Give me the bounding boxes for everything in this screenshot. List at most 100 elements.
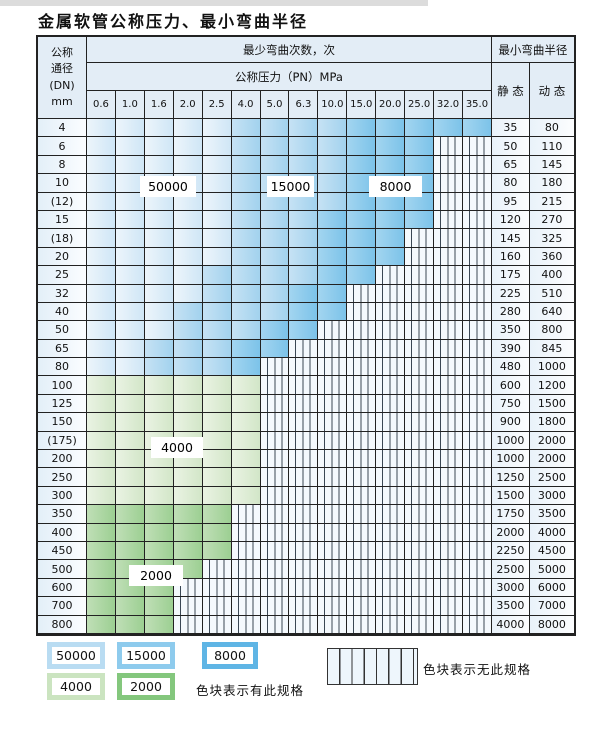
no-spec-cell <box>462 523 492 542</box>
spec-cell-b2 <box>260 192 290 211</box>
no-spec-cell <box>376 505 406 524</box>
no-spec-cell <box>231 615 261 634</box>
spec-cell-g1 <box>231 413 261 432</box>
spec-cell-g2 <box>87 578 116 598</box>
static-radius-cell: 3000 <box>491 578 530 598</box>
no-spec-cell <box>405 431 435 451</box>
spec-cell-b2 <box>318 119 348 138</box>
no-spec-cell <box>462 431 492 451</box>
no-spec-cell <box>462 192 492 211</box>
no-spec-cell <box>318 523 348 542</box>
spec-cell-g1 <box>173 486 203 506</box>
no-spec-cell <box>318 358 348 377</box>
spec-cell-b2 <box>231 302 261 322</box>
static-radius-cell: 1750 <box>491 505 530 524</box>
no-spec-cell <box>318 615 348 634</box>
spec-cell-g1 <box>202 486 232 506</box>
spec-cell-g1 <box>144 468 174 487</box>
spec-cell-b3 <box>376 210 406 230</box>
no-spec-cell <box>318 486 348 506</box>
spec-cell-b2 <box>202 321 232 340</box>
dn-cell: (18) <box>38 229 87 248</box>
no-spec-cell <box>347 321 377 340</box>
no-spec-cell <box>434 431 463 451</box>
pressure-tick: 4.0 <box>231 91 261 119</box>
spec-cell-b1 <box>115 284 145 303</box>
no-spec-cell <box>462 468 492 487</box>
no-spec-cell <box>434 578 463 598</box>
dynamic-radius-cell: 4500 <box>529 541 574 561</box>
legend-swatch-2000: 2000 <box>117 673 175 700</box>
no-spec-cell <box>202 597 232 616</box>
dn-cell: 15 <box>38 210 87 230</box>
no-spec-cell <box>462 229 492 248</box>
legend-swatch-8000: 8000 <box>202 642 258 669</box>
dn-cell: 6 <box>38 137 87 156</box>
zone-cycles-label: 2000 <box>129 565 183 586</box>
legend-has-spec-text: 色块表示有此规格 <box>196 683 305 698</box>
dynamic-radius-cell: 1000 <box>529 358 574 377</box>
no-spec-cell <box>376 376 406 395</box>
no-spec-cell <box>434 560 463 579</box>
spec-cell-g1 <box>144 486 174 506</box>
static-radius-cell: 95 <box>491 192 530 211</box>
spec-cell-b2 <box>318 137 348 156</box>
spec-cell-b2 <box>144 339 174 359</box>
static-radius-cell: 750 <box>491 394 530 414</box>
dn-cell: 250 <box>38 468 87 487</box>
spec-cell-b2 <box>173 358 203 377</box>
no-spec-cell <box>462 210 492 230</box>
no-spec-cell <box>376 523 406 542</box>
spec-cell-b2 <box>289 266 319 285</box>
spec-cell-b1 <box>87 155 116 175</box>
spec-cell-g1 <box>144 376 174 395</box>
no-spec-cell <box>434 486 463 506</box>
no-spec-cell <box>347 339 377 359</box>
spec-cell-b2 <box>289 192 319 211</box>
no-spec-cell <box>202 560 232 579</box>
spec-cell-b3 <box>376 229 406 248</box>
no-spec-cell <box>462 541 492 561</box>
no-spec-cell <box>405 450 435 469</box>
no-spec-cell <box>289 597 319 616</box>
spec-cell-b1 <box>87 358 116 377</box>
dn-cell: 800 <box>38 615 87 634</box>
dn-cell: 300 <box>38 486 87 506</box>
no-spec-cell <box>462 597 492 616</box>
spec-cell-g1 <box>144 394 174 414</box>
no-spec-cell <box>347 578 377 598</box>
no-spec-cell <box>434 541 463 561</box>
dynamic-radius-cell: 110 <box>529 137 574 156</box>
no-spec-cell <box>434 266 463 285</box>
spec-cell-b2 <box>231 174 261 193</box>
spec-cell-g2 <box>115 505 145 524</box>
corner-line: (DN) <box>49 78 75 92</box>
dn-cell: 350 <box>38 505 87 524</box>
static-radius-cell: 280 <box>491 302 530 322</box>
spec-cell-b2 <box>260 284 290 303</box>
static-radius-cell: 80 <box>491 174 530 193</box>
spec-cell-b2 <box>289 155 319 175</box>
dynamic-radius-cell: 145 <box>529 155 574 175</box>
spec-cell-b1 <box>115 358 145 377</box>
no-spec-cell <box>289 578 319 598</box>
spec-cell-b2 <box>202 358 232 377</box>
no-spec-cell <box>405 358 435 377</box>
no-spec-cell <box>462 137 492 156</box>
spec-cell-b1 <box>144 229 174 248</box>
no-spec-cell <box>405 541 435 561</box>
spec-cell-g1 <box>115 486 145 506</box>
spec-cell-b2 <box>202 266 232 285</box>
pressure-header: 公称压力（PN）MPa <box>87 63 492 91</box>
legend-swatch-value: 50000 <box>52 647 100 664</box>
spec-cell-g2 <box>87 523 116 542</box>
pressure-tick: 1.0 <box>115 91 145 119</box>
legend-swatch-value: 2000 <box>122 678 170 695</box>
spec-cell-b2 <box>260 229 290 248</box>
no-spec-cell <box>434 413 463 432</box>
no-spec-cell <box>434 615 463 634</box>
spec-cell-g2 <box>144 597 174 616</box>
no-spec-cell <box>462 247 492 267</box>
spec-cell-g2 <box>202 523 232 542</box>
